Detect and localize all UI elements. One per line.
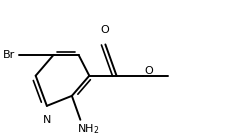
- Text: O: O: [99, 25, 108, 35]
- Text: NH$_2$: NH$_2$: [77, 122, 99, 136]
- Text: Br: Br: [3, 50, 15, 60]
- Text: O: O: [144, 66, 153, 76]
- Text: N: N: [43, 115, 51, 125]
